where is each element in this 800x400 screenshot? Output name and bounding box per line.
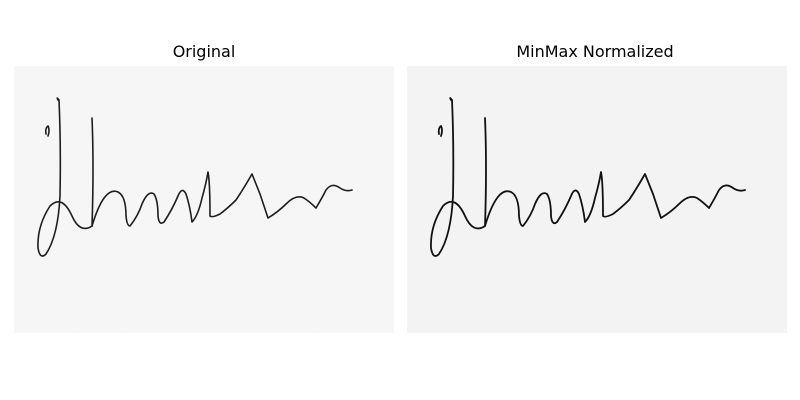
signature-image-original <box>14 66 394 333</box>
panel-minmax-normalized: MinMax Normalized <box>400 0 800 400</box>
panel-original: Original <box>14 42 394 333</box>
panel-title-minmax: MinMax Normalized <box>516 42 674 61</box>
signature-image-normalized <box>407 66 787 333</box>
panel-title-original: Original <box>172 42 236 61</box>
